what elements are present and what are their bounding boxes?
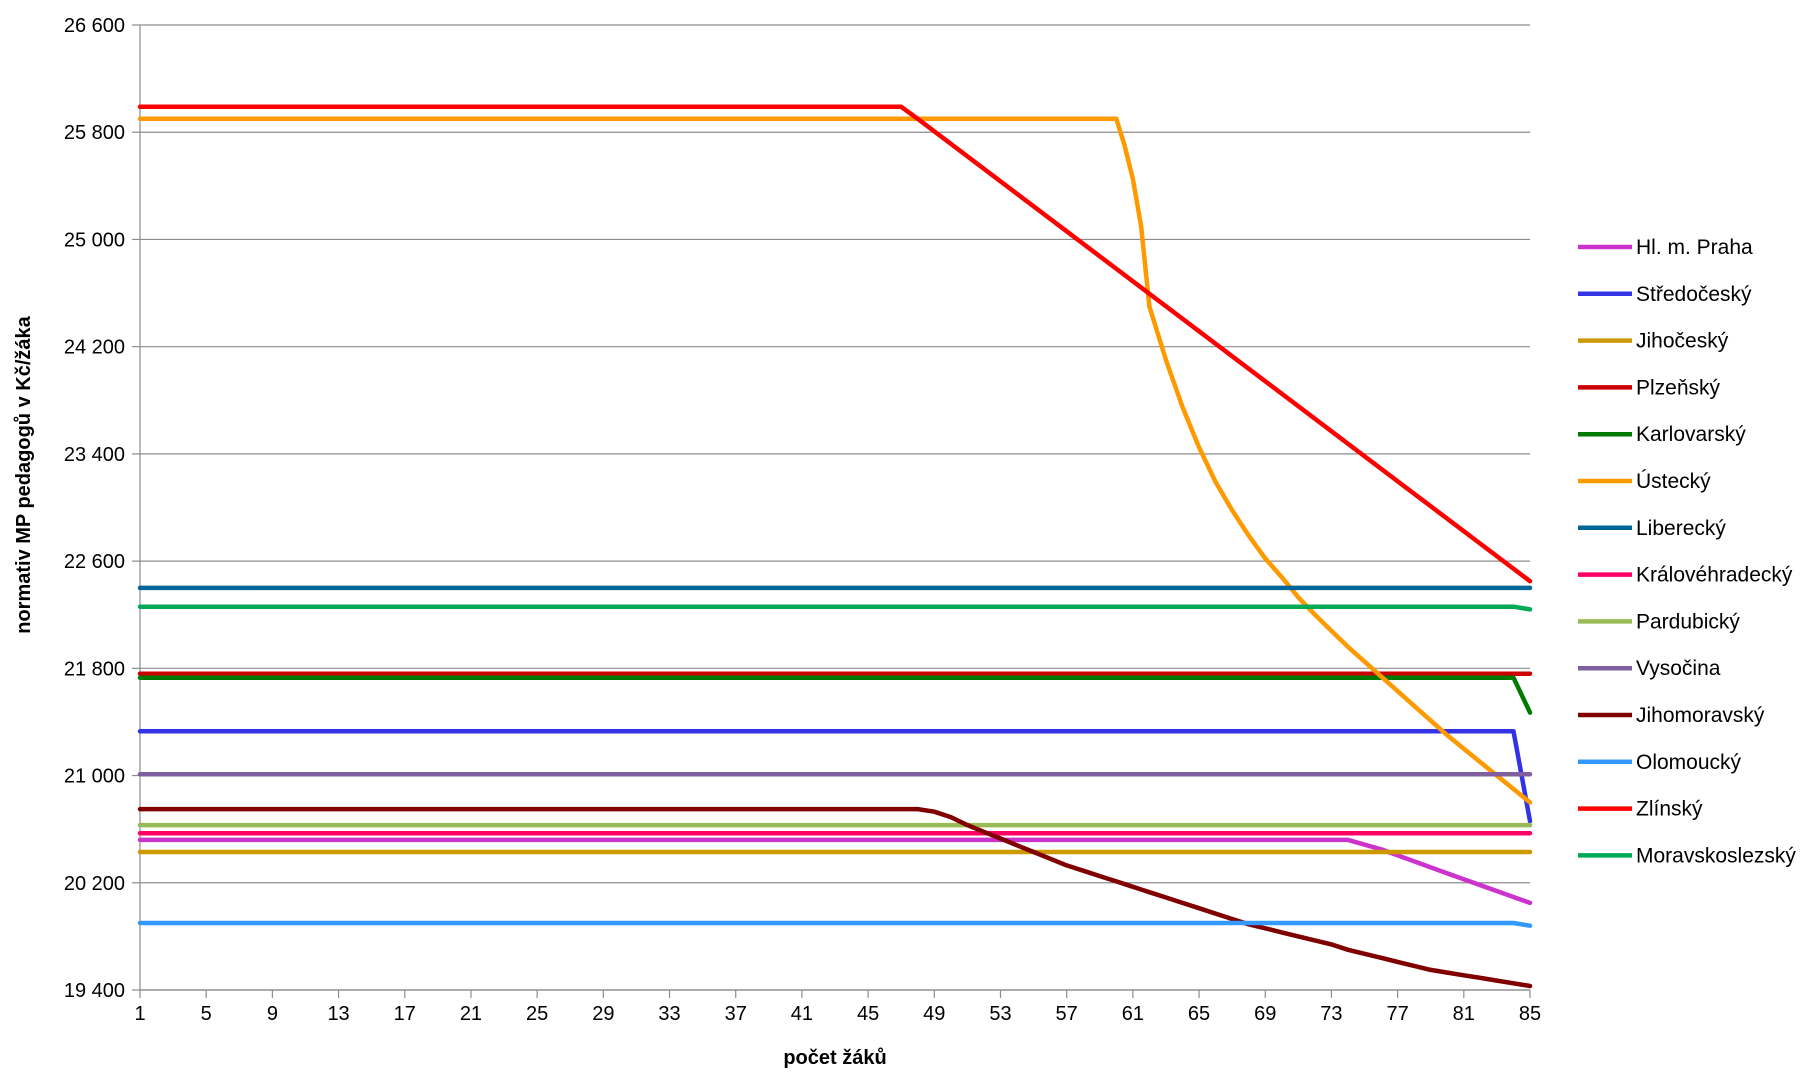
x-tick-label: 73 <box>1320 1003 1342 1025</box>
x-tick-label: 1 <box>134 1003 145 1025</box>
x-tick-label: 25 <box>526 1003 548 1025</box>
legend-item: Vysočina <box>1578 657 1721 680</box>
x-tick-label: 81 <box>1453 1003 1475 1025</box>
legend-label: Karlovarský <box>1636 423 1746 446</box>
legend-item: Ústecký <box>1578 470 1711 493</box>
y-tick-label: 25 000 <box>64 229 125 251</box>
x-tick-label: 13 <box>327 1003 349 1025</box>
legend-item: Zlínský <box>1578 798 1703 821</box>
y-tick-label: 24 200 <box>64 337 125 359</box>
legend-label: Ústecký <box>1636 470 1711 493</box>
series-line <box>137 920 1533 928</box>
legend-label: Královéhradecký <box>1636 564 1793 587</box>
legend-label: Jihomoravský <box>1636 704 1765 727</box>
x-tick-label: 85 <box>1519 1003 1541 1025</box>
legend-label: Plzeňský <box>1636 376 1721 399</box>
legend-item: Liberecký <box>1578 517 1726 540</box>
x-tick-label: 41 <box>791 1003 813 1025</box>
legend-item: Středočeský <box>1578 283 1752 306</box>
x-tick-label: 57 <box>1056 1003 1078 1025</box>
x-tick-label: 77 <box>1386 1003 1408 1025</box>
y-tick-label: 21 000 <box>64 766 125 788</box>
x-tick-label: 5 <box>201 1003 212 1025</box>
series-line <box>137 604 1533 612</box>
legend-label: Liberecký <box>1636 517 1726 540</box>
series-line <box>137 806 1533 989</box>
y-tick-label: 20 200 <box>64 873 125 895</box>
legend-item: Jihočeský <box>1578 330 1729 353</box>
y-tick-label: 22 600 <box>64 551 125 573</box>
axes: 19 400 20 200 21 000 21 800 22 600 23 400 24 2… <box>64 15 1541 1025</box>
legend-label: Pardubický <box>1636 610 1740 633</box>
x-axis-title: počet žáků <box>783 1047 886 1069</box>
x-tick-label: 45 <box>857 1003 879 1025</box>
legend-label: Jihočeský <box>1636 330 1729 353</box>
legend: Hl. m. Praha Středočeský Jihočeský Plzeňský… <box>1578 236 1796 867</box>
x-tick-label: 29 <box>592 1003 614 1025</box>
x-tick-label: 69 <box>1254 1003 1276 1025</box>
legend-item: Hl. m. Praha <box>1578 236 1753 259</box>
x-tick-label: 21 <box>460 1003 482 1025</box>
y-tick-label: 19 400 <box>64 980 125 1002</box>
series-line <box>137 675 1533 715</box>
legend-label: Vysočina <box>1636 657 1721 680</box>
x-tick-label: 33 <box>658 1003 680 1025</box>
series-lines <box>137 104 1533 989</box>
series-line <box>137 116 1533 805</box>
legend-item: Jihomoravský <box>1578 704 1765 727</box>
y-tick-label: 23 400 <box>64 444 125 466</box>
series-line <box>137 104 1533 584</box>
legend-label: Středočeský <box>1636 283 1752 306</box>
x-tick-label: 17 <box>394 1003 416 1025</box>
series-line <box>137 729 1533 824</box>
legend-item: Plzeňský <box>1578 376 1721 399</box>
gridlines <box>140 24 1530 991</box>
legend-label: Moravskoslezský <box>1636 844 1796 867</box>
x-tick-label: 65 <box>1188 1003 1210 1025</box>
y-tick-label: 21 800 <box>64 658 125 680</box>
x-tick-label: 61 <box>1122 1003 1144 1025</box>
legend-label: Zlínský <box>1636 798 1703 821</box>
legend-item: Královéhradecký <box>1578 564 1793 587</box>
legend-item: Olomoucký <box>1578 751 1742 774</box>
legend-label: Hl. m. Praha <box>1636 236 1753 259</box>
y-tick-label: 25 800 <box>64 122 125 144</box>
legend-item: Pardubický <box>1578 610 1740 633</box>
x-tick-label: 9 <box>267 1003 278 1025</box>
legend-label: Olomoucký <box>1636 751 1742 774</box>
legend-item: Karlovarský <box>1578 423 1746 446</box>
x-tick-label: 53 <box>989 1003 1011 1025</box>
x-tick-label: 37 <box>725 1003 747 1025</box>
x-tick-label: 49 <box>923 1003 945 1025</box>
legend-item: Moravskoslezský <box>1578 844 1796 867</box>
y-tick-label: 26 600 <box>64 15 125 37</box>
y-axis-title: normativ MP pedagogů v Kč/žáka <box>13 315 35 633</box>
series-line <box>137 837 1533 906</box>
